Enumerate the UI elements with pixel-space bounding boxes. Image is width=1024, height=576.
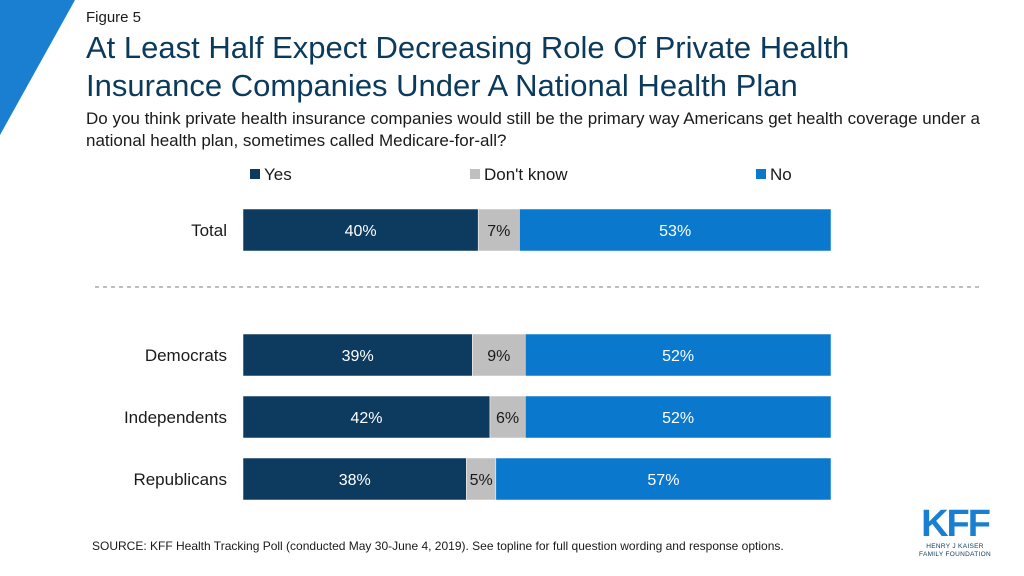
legend-label-don-t-know: Don't know (484, 165, 568, 184)
data-label-no: 57% (647, 472, 679, 489)
data-label-don-t-know: 7% (487, 223, 510, 240)
data-label-don-t-know: 9% (487, 348, 510, 365)
logo-line-1: HENRY J KAISER (926, 543, 984, 550)
bar-row-total: Total 40% 7% 53% (191, 208, 832, 252)
chart-subtitle: Do you think private health insurance co… (86, 109, 980, 150)
category-label: Democrats (145, 346, 227, 365)
bar-segment-don-t-know (472, 333, 526, 377)
chart-legend: Yes Don't know No (250, 165, 792, 184)
bar-segment-yes (242, 457, 467, 501)
logo-mark: KFF (921, 503, 991, 545)
bar-segment-yes (242, 208, 479, 252)
bar-segment-don-t-know (477, 208, 520, 252)
bar-segment-don-t-know (489, 395, 526, 439)
legend-swatch-yes (250, 169, 260, 179)
legend-swatch-no (756, 169, 766, 179)
data-label-no: 53% (659, 223, 691, 240)
data-label-no: 52% (662, 348, 694, 365)
legend-label-no: No (770, 165, 792, 184)
data-label-yes: 40% (345, 223, 377, 240)
legend-label-yes: Yes (264, 165, 292, 184)
category-label: Total (191, 221, 227, 240)
bar-segment-no (524, 333, 832, 377)
data-label-yes: 38% (339, 472, 371, 489)
bar-segment-yes (242, 395, 491, 439)
corner-accent-shape (0, 0, 75, 135)
chart-title: At Least Half Expect Decreasing Role Of … (86, 30, 850, 103)
bar-row-independents: Independents 42% 6% 52% (124, 395, 832, 439)
bar-rows: Total 40% 7% 53%Democrats 39% 9% 52%Independen… (124, 208, 832, 501)
bar-segment-no (519, 208, 832, 252)
bar-row-republicans: Republicans 38% 5% 57% (133, 457, 832, 501)
data-label-yes: 42% (350, 410, 382, 427)
kff-logo: KFF HENRY J KAISER FAMILY FOUNDATION (905, 505, 1005, 561)
category-label: Republicans (133, 470, 227, 489)
data-label-yes: 39% (342, 348, 374, 365)
bar-segment-yes (242, 333, 473, 377)
data-label-don-t-know: 5% (470, 472, 493, 489)
bar-row-democrats: Democrats 39% 9% 52% (145, 333, 832, 377)
data-label-no: 52% (662, 410, 694, 427)
category-label: Independents (124, 408, 227, 427)
legend-swatch-don-t-know (470, 169, 480, 179)
bar-segment-no (495, 457, 832, 501)
bar-segment-no (524, 395, 832, 439)
data-label-don-t-know: 6% (496, 410, 519, 427)
figure-label: Figure 5 (86, 9, 142, 26)
source-note: SOURCE: KFF Health Tracking Poll (conduc… (92, 539, 784, 553)
logo-line-2: FAMILY FOUNDATION (919, 551, 991, 558)
